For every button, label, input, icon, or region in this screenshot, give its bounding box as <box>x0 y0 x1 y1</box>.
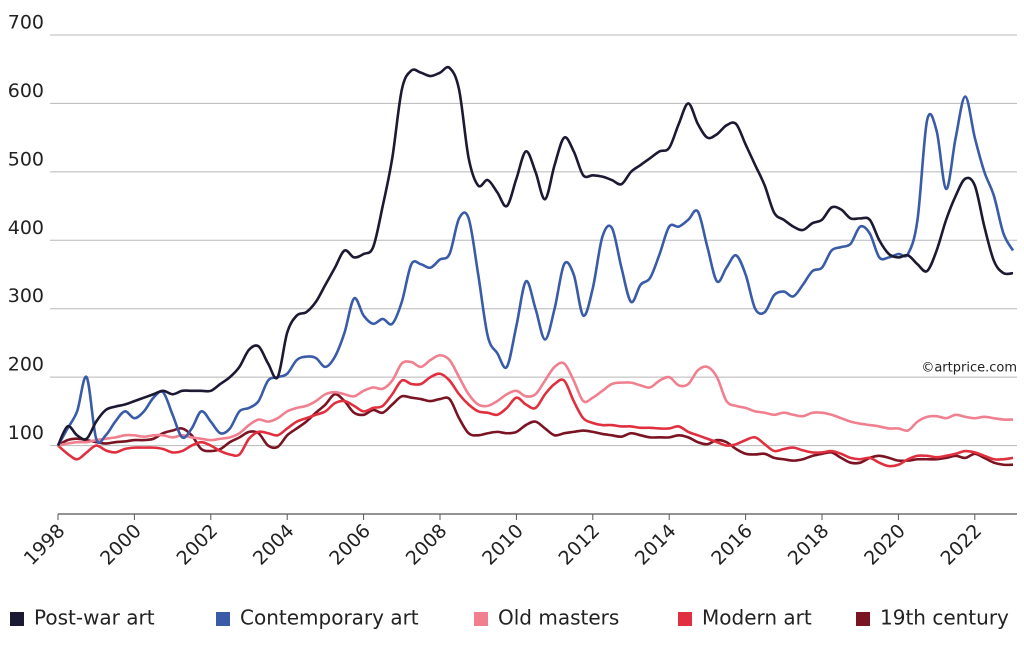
legend-label: Post-war art <box>34 606 155 630</box>
y-tick-label: 700 <box>8 12 44 34</box>
legend-item: 19th century <box>856 606 1009 630</box>
legend-label: Old masters <box>498 606 619 630</box>
x-tick-label: 2010 <box>478 520 528 570</box>
x-tick-label: 2020 <box>860 520 910 570</box>
y-tick-label: 100 <box>8 422 44 444</box>
legend-swatch <box>678 612 692 626</box>
legend-label: 19th century <box>880 606 1009 630</box>
x-tick-label: 2022 <box>936 520 986 570</box>
legend-swatch <box>10 612 24 626</box>
legend-item: Contemporary art <box>216 606 419 630</box>
x-tick-label: 2008 <box>402 520 452 570</box>
legend-item: Old masters <box>474 606 619 630</box>
x-tick-label: 1998 <box>20 520 70 570</box>
x-tick-label: 2014 <box>631 520 681 570</box>
y-tick-label: 400 <box>8 217 44 239</box>
x-tick-label: 2006 <box>325 520 375 570</box>
y-tick-label: 600 <box>8 80 44 102</box>
legend-swatch <box>216 612 230 626</box>
legend-swatch <box>856 612 870 626</box>
x-tick-label: 2016 <box>707 520 757 570</box>
legend-swatch <box>474 612 488 626</box>
x-tick-label: 2000 <box>96 520 146 570</box>
annotation: ©artprice.com <box>921 361 1017 376</box>
x-tick-label: 2018 <box>784 520 834 570</box>
y-tick-label: 200 <box>8 354 44 376</box>
series-line <box>57 353 1014 447</box>
x-tick-label: 2012 <box>554 520 604 570</box>
series-line <box>56 95 1015 447</box>
legend-item: Post-war art <box>10 606 155 630</box>
y-tick-label: 300 <box>8 285 44 307</box>
legend-label: Contemporary art <box>240 606 419 630</box>
series-line <box>56 65 1014 447</box>
legend-label: Modern art <box>702 606 812 630</box>
legend-item: Modern art <box>678 606 812 630</box>
y-tick-label: 500 <box>8 148 44 170</box>
x-tick-label: 2002 <box>172 520 222 570</box>
x-tick-label: 2004 <box>249 520 299 570</box>
series-line <box>57 392 1014 467</box>
series-line <box>57 372 1014 468</box>
